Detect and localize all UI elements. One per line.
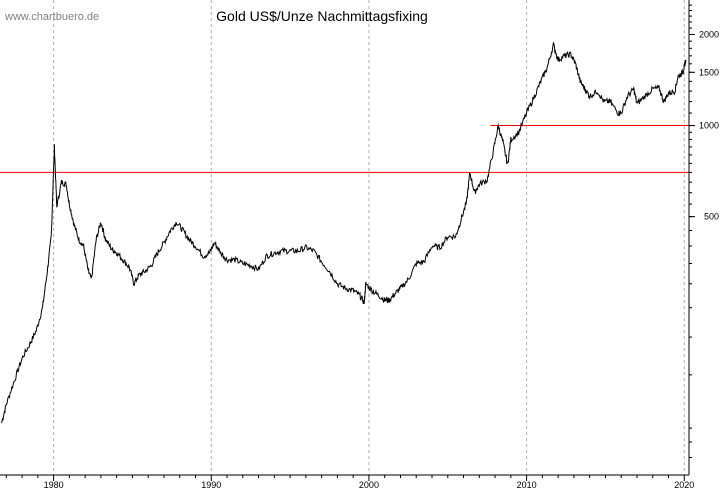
x-tick-label-2020: 2020 bbox=[674, 480, 694, 490]
reference-lines bbox=[0, 125, 689, 173]
y-tick-label-500: 500 bbox=[704, 212, 719, 222]
x-tick-label-2000: 2000 bbox=[359, 480, 379, 490]
y-tick-label-2000: 2000 bbox=[699, 29, 719, 39]
axes bbox=[0, 0, 690, 476]
x-tick-label-2010: 2010 bbox=[517, 480, 537, 490]
x-ticks: 1980 1990 2000 2010 2020 bbox=[5, 475, 694, 490]
x-tick-label-1990: 1990 bbox=[201, 480, 221, 490]
y-tick-label-1000: 1000 bbox=[699, 121, 719, 131]
x-tick-label-1980: 1980 bbox=[44, 480, 64, 490]
grid-layer bbox=[53, 0, 685, 475]
watermark-text: www.chartbuero.de bbox=[4, 11, 99, 23]
y-tick-label-1500: 1500 bbox=[699, 67, 719, 77]
chart-title: Gold US$/Unze Nachmittagsfixing bbox=[216, 8, 428, 24]
y-ticks: 500 1000 1500 2000 bbox=[689, 4, 719, 458]
price-series bbox=[1, 41, 687, 424]
gold-price-line bbox=[1, 41, 687, 424]
